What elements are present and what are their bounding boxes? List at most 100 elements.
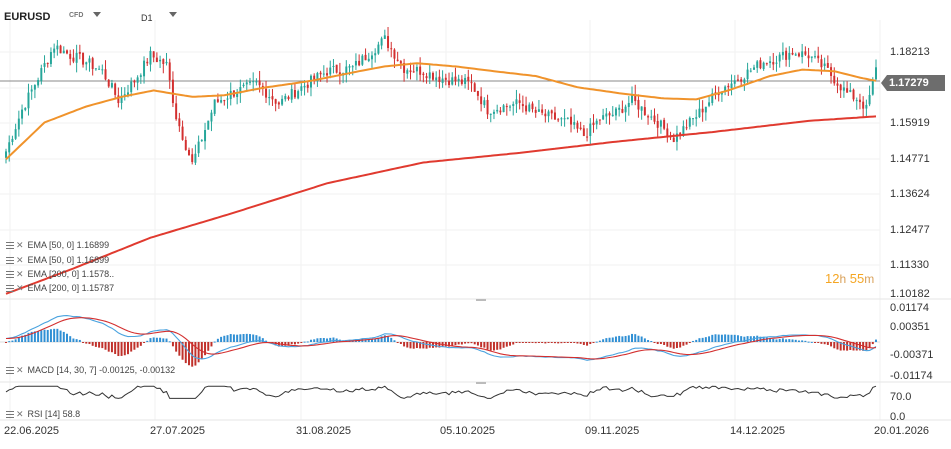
indicator-legend-ema50[interactable]: ✕ EMA [50, 0] 1.16899: [6, 240, 109, 252]
macd-histogram-bar: [682, 342, 685, 346]
candle-body: [390, 48, 393, 50]
candle-body: [419, 66, 422, 75]
indicator-legend-ema200[interactable]: ✕ EMA [200, 0] 1.1578..: [6, 269, 114, 281]
close-icon[interactable]: ✕: [16, 255, 24, 265]
macd-histogram-bar: [560, 342, 563, 344]
rsi-axis-label: 70.0: [890, 391, 912, 403]
candle-body: [586, 136, 589, 138]
macd-histogram-bar: [101, 342, 104, 349]
macd-histogram-bar: [117, 342, 120, 357]
candle-body: [428, 72, 431, 79]
macd-histogram-bar: [297, 342, 300, 344]
candle-body: [191, 154, 194, 163]
macd-histogram-bar: [255, 335, 258, 342]
macd-histogram-bar: [631, 333, 634, 342]
macd-histogram-bar: [566, 342, 569, 343]
macd-histogram-bar: [261, 338, 264, 342]
macd-histogram-bar: [49, 329, 52, 342]
candle-body: [727, 85, 730, 88]
candle-body: [746, 69, 749, 80]
candle-body: [547, 111, 550, 117]
macd-histogram-bar: [788, 339, 791, 342]
macd-histogram-bar: [842, 342, 845, 351]
candle-body: [454, 76, 457, 82]
candle-body: [592, 122, 595, 126]
macd-histogram-bar: [826, 342, 829, 345]
date-axis-label: 27.07.2025: [150, 425, 206, 437]
macd-axis-label: -0.01174: [890, 370, 933, 382]
macd-histogram-bar: [444, 342, 447, 347]
macd-pane-resize-handle[interactable]: [476, 299, 486, 301]
close-icon[interactable]: ✕: [16, 283, 24, 293]
candle-body: [322, 73, 325, 75]
settings-lines-icon[interactable]: [6, 367, 14, 374]
candle-body: [579, 127, 582, 130]
close-icon[interactable]: ✕: [16, 365, 24, 375]
macd-histogram-bar: [544, 342, 547, 344]
macd-histogram-bar: [570, 342, 573, 343]
candle-body: [332, 65, 335, 67]
candle-body: [708, 102, 711, 106]
candle-body: [653, 115, 656, 122]
candle-body: [467, 76, 470, 81]
candle-body: [499, 110, 502, 113]
symbol-dropdown-chevron-down-icon[interactable]: [93, 12, 101, 17]
timeframe-selector[interactable]: D1: [141, 13, 153, 23]
settings-lines-icon[interactable]: [6, 257, 14, 264]
date-axis-label: 31.08.2025: [296, 425, 352, 437]
macd-histogram-bar: [229, 334, 232, 342]
symbol-label[interactable]: EURUSD: [4, 11, 51, 23]
macd-histogram-bar: [232, 334, 235, 342]
settings-lines-icon[interactable]: [6, 242, 14, 249]
macd-axis-label: 0.00351: [890, 321, 930, 333]
indicator-legend-ema50[interactable]: ✕ EMA [50, 0] 1.16899: [6, 255, 109, 267]
close-icon[interactable]: ✕: [16, 269, 24, 279]
candle-body: [155, 57, 158, 63]
settings-lines-icon[interactable]: [6, 411, 14, 418]
macd-histogram-bar: [242, 334, 245, 342]
macd-histogram-bar: [139, 342, 142, 346]
rsi-pane-resize-handle[interactable]: [476, 382, 486, 384]
close-icon[interactable]: ✕: [16, 240, 24, 250]
candle-body: [457, 78, 460, 81]
candle-body: [114, 83, 117, 95]
candle-body: [290, 88, 293, 100]
settings-lines-icon[interactable]: [6, 271, 14, 278]
macd-histogram-bar: [656, 342, 659, 345]
close-icon[interactable]: ✕: [16, 409, 24, 419]
macd-histogram-bar: [358, 339, 361, 342]
candle-body: [178, 118, 181, 127]
macd-histogram-bar: [624, 335, 627, 342]
candle-body: [823, 63, 826, 67]
indicator-legend-ema200[interactable]: ✕ EMA [200, 0] 1.15787: [6, 283, 114, 295]
candle-body: [175, 103, 178, 120]
macd-histogram-bar: [120, 342, 123, 356]
macd-histogram-bar: [868, 342, 871, 348]
candle-body: [220, 100, 223, 103]
macd-histogram-bar: [284, 342, 287, 346]
settings-lines-icon[interactable]: [6, 285, 14, 292]
macd-histogram-bar: [820, 342, 823, 344]
candle-body: [611, 114, 614, 117]
candle-body: [480, 96, 483, 105]
indicator-legend-rsi[interactable]: ✕ RSI [14] 58.8: [6, 409, 80, 421]
macd-histogram-bar: [110, 342, 113, 353]
instrument-type-badge: CFD: [69, 12, 84, 19]
candle-body: [875, 67, 877, 80]
candle-body: [749, 70, 752, 72]
macd-histogram-bar: [473, 342, 476, 345]
macd-histogram-bar: [30, 331, 33, 342]
macd-histogram-bar: [406, 342, 409, 348]
candle-body: [17, 118, 20, 130]
timeframe-dropdown-chevron-down-icon[interactable]: [169, 12, 177, 17]
macd-histogram-bar: [489, 342, 492, 351]
candle-body: [666, 128, 669, 138]
candle-body: [393, 49, 396, 59]
macd-histogram-bar: [316, 338, 319, 342]
macd-histogram-bar: [547, 342, 550, 343]
macd-histogram-bar: [252, 334, 255, 342]
indicator-legend-macd[interactable]: ✕ MACD [14, 30, 7] -0.00125, -0.00132: [6, 365, 175, 377]
candle-body: [162, 59, 165, 65]
macd-histogram-bar: [801, 340, 804, 342]
